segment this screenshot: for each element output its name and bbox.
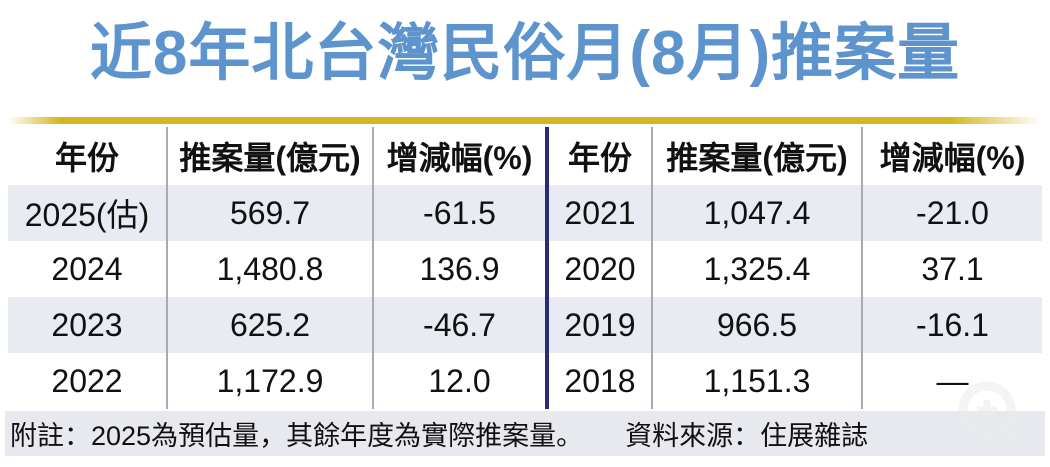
table-right-half: 年份 推案量(億元) 增減幅(%) 2021 1,047.4 -21.0 202… xyxy=(549,127,1042,409)
change-cell: 136.9 xyxy=(374,241,545,297)
column-header-year: 年份 xyxy=(549,127,653,185)
change-cell: -46.7 xyxy=(374,297,545,353)
volume-cell: 1,151.3 xyxy=(653,353,863,409)
year-cell: 2025(估) xyxy=(8,185,168,241)
column-header-year: 年份 xyxy=(8,127,168,185)
change-cell: -21.0 xyxy=(863,185,1042,241)
year-cell: 2024 xyxy=(8,241,168,297)
year-cell: 2020 xyxy=(549,241,653,297)
column-header-change: 增減幅(%) xyxy=(863,127,1042,185)
table-left-half: 年份 推案量(億元) 增減幅(%) 2025(估) 569.7 -61.5 20… xyxy=(8,127,545,409)
volume-cell: 966.5 xyxy=(653,297,863,353)
volume-cell: 569.7 xyxy=(168,185,374,241)
year-cell: 2023 xyxy=(8,297,168,353)
volume-cell: 1,325.4 xyxy=(653,241,863,297)
change-cell: -61.5 xyxy=(374,185,545,241)
volume-cell: 1,480.8 xyxy=(168,241,374,297)
year-cell: 2022 xyxy=(8,353,168,409)
year-cell: 2021 xyxy=(549,185,653,241)
table-center-divider xyxy=(545,127,549,409)
page-title: 近8年北台灣民俗月(8月)推案量 xyxy=(89,19,961,88)
year-cell: 2019 xyxy=(549,297,653,353)
change-cell: 37.1 xyxy=(863,241,1042,297)
launch-volume-table: 年份 推案量(億元) 增減幅(%) 2025(估) 569.7 -61.5 20… xyxy=(8,127,1042,409)
column-header-change: 增減幅(%) xyxy=(374,127,545,185)
volume-cell: 625.2 xyxy=(168,297,374,353)
title-underline-rule xyxy=(8,117,1042,124)
change-cell: 12.0 xyxy=(374,353,545,409)
source-text: 資料來源：住展雜誌 xyxy=(625,421,869,451)
volume-cell: 1,172.9 xyxy=(168,353,374,409)
footnote-text: 附註：2025為預估量，其餘年度為實際推案量。 xyxy=(10,421,584,451)
magnifier-plus-icon[interactable] xyxy=(955,378,1027,459)
volume-cell: 1,047.4 xyxy=(653,185,863,241)
year-cell: 2018 xyxy=(549,353,653,409)
change-cell: -16.1 xyxy=(863,297,1042,353)
column-header-volume: 推案量(億元) xyxy=(168,127,374,185)
footnote-bar: 附註：2025為預估量，其餘年度為實際推案量。 資料來源：住展雜誌 xyxy=(5,411,1045,456)
column-header-volume: 推案量(億元) xyxy=(653,127,863,185)
